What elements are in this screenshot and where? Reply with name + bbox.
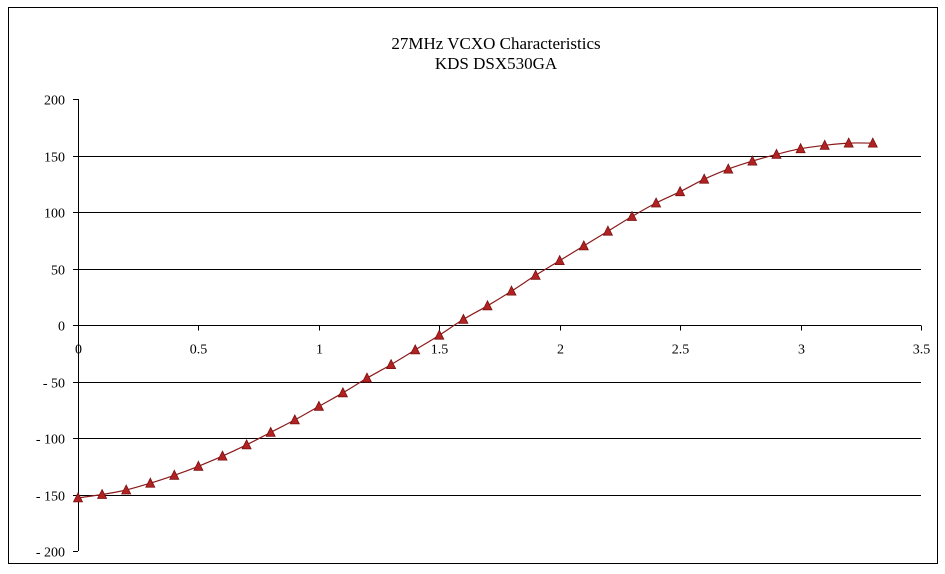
- data-point-marker: [482, 299, 493, 311]
- data-point-marker: [193, 460, 204, 471]
- x-tick-label: 2.5: [672, 343, 690, 358]
- data-point-marker: [530, 269, 541, 280]
- tick-labels: 200 150 100 50 0 - 50 - 100 - 150 - 200 0 0.5 1 1.5 2…: [36, 94, 930, 561]
- data-point-marker: [169, 469, 180, 480]
- data-point-marker: [96, 488, 108, 499]
- data-point-marker: [434, 329, 445, 340]
- y-tick-label: 50: [51, 264, 65, 279]
- data-point-marker: [795, 142, 806, 154]
- x-tick-label: 0: [75, 343, 82, 358]
- data-point-marker: [385, 358, 397, 370]
- axes: [73, 99, 922, 552]
- data-point-marker: [747, 155, 758, 166]
- gridlines: [78, 156, 921, 496]
- data-point-marker: [289, 414, 300, 425]
- y-tick-label: 100: [44, 207, 65, 222]
- series-line: [77, 142, 873, 499]
- series-layer: [72, 137, 878, 503]
- data-point-marker: [217, 450, 228, 461]
- data-point-marker: [650, 197, 662, 208]
- data-point-marker: [723, 163, 734, 174]
- chart-border: [8, 7, 938, 564]
- y-tick-label: - 200: [36, 546, 65, 561]
- data-point-marker: [819, 139, 830, 150]
- data-point-marker: [458, 313, 469, 324]
- y-tick-label: 0: [58, 320, 65, 335]
- data-point-marker: [578, 240, 589, 251]
- chart-title: 27MHz VCXO Characteristics: [391, 34, 600, 53]
- chart-subtitle: KDS DSX530GA: [435, 54, 558, 73]
- data-point-marker: [72, 492, 84, 503]
- data-point-marker: [121, 484, 132, 495]
- data-point-marker: [699, 173, 710, 184]
- y-tick-label: 200: [44, 94, 65, 109]
- data-point-marker: [626, 210, 638, 221]
- data-point-marker: [265, 426, 276, 437]
- data-point-marker: [771, 148, 782, 159]
- data-point-marker: [410, 344, 421, 355]
- data-point-marker: [554, 254, 565, 266]
- data-point-marker: [843, 137, 854, 148]
- y-tick-label: - 150: [36, 490, 65, 505]
- x-tick-label: 2: [557, 343, 564, 358]
- y-tick-label: - 50: [43, 377, 65, 392]
- data-point-marker: [674, 185, 686, 197]
- x-tick-label: 1: [316, 343, 323, 358]
- data-point-marker: [867, 137, 878, 148]
- data-point-marker: [145, 477, 156, 488]
- x-tick-label: 0.5: [190, 343, 208, 358]
- x-tick-label: 1.5: [431, 343, 449, 358]
- data-point-marker: [602, 225, 614, 236]
- x-tick-label: 3: [798, 343, 805, 358]
- y-tick-label: - 100: [36, 433, 65, 448]
- data-point-marker: [506, 285, 517, 296]
- data-point-marker: [313, 400, 325, 411]
- data-point-marker: [361, 372, 373, 383]
- y-tick-label: 150: [44, 151, 65, 166]
- x-tick-label: 3.5: [913, 343, 931, 358]
- data-point-marker: [337, 386, 349, 398]
- data-point-marker: [241, 438, 252, 450]
